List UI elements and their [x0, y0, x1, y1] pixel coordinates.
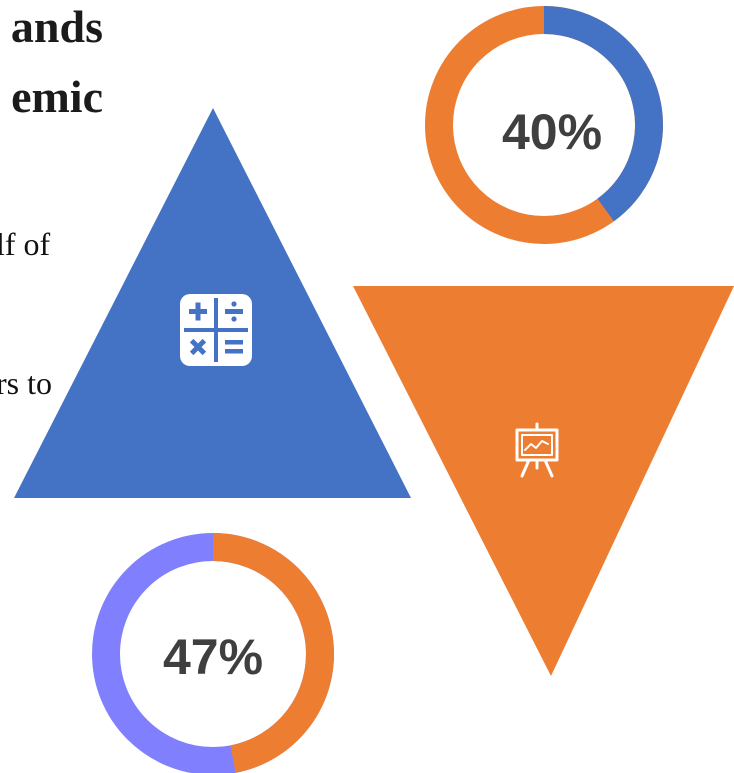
presentation-chart-icon	[515, 422, 559, 478]
body-text-line-2: rs to	[0, 365, 52, 401]
donut-fill-arc	[212, 533, 334, 773]
triangle-down	[353, 286, 734, 676]
donut-bottom-percentage: 47%	[163, 629, 263, 685]
donut-fill-arc	[543, 6, 663, 222]
donut-chart-bottom	[92, 533, 334, 773]
calculator-icon	[180, 294, 252, 366]
heading-line-1: ands	[10, 1, 103, 52]
body-text-line-1: lf of	[0, 226, 51, 262]
heading-line-2: emic	[11, 71, 103, 122]
donut-chart-top	[425, 6, 663, 244]
donut-top-percentage: 40%	[502, 104, 602, 160]
